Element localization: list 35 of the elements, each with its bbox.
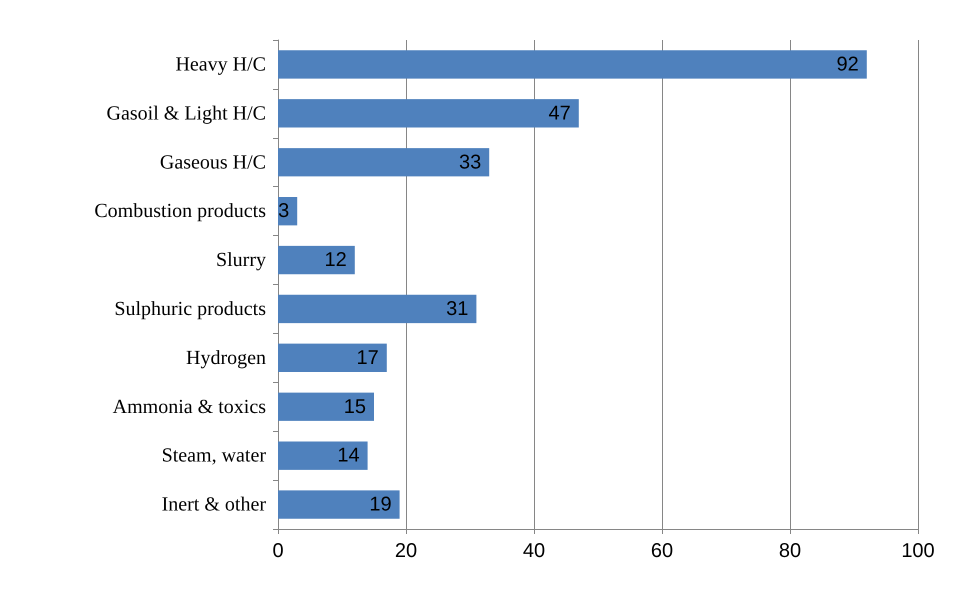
data-label: 31 [446,298,468,320]
data-label: 33 [458,151,482,174]
bar [278,99,579,128]
bar [278,490,400,519]
x-tick-label: 100 [901,540,935,562]
data-label: 17 [356,346,379,369]
y-tick-label: Combustion products [94,200,266,222]
x-tick-label: 20 [394,540,418,562]
y-tick-label: Steam, water [162,444,266,467]
x-tick-label: 60 [650,540,674,562]
bar [278,294,476,324]
bar [278,148,490,176]
data-label: 19 [369,494,392,516]
x-tick-label: 40 [522,540,546,562]
y-tick-label: Hydrogen [186,346,266,369]
y-tick-label: Ammonia & toxics [112,396,266,418]
y-tick-label: Inert & other [162,494,266,516]
x-tick-label: 80 [778,540,802,562]
x-tick-label: 0 [272,540,284,562]
bar [278,392,374,421]
data-label: 47 [548,102,571,124]
data-label: 92 [836,53,859,76]
y-tick-label: Slurry [216,249,266,272]
bar [278,246,355,274]
data-label: 12 [324,249,347,272]
bar [278,441,368,470]
y-tick-label: Gaseous H/C [160,151,266,174]
data-label: 15 [344,396,366,418]
y-tick-label: Sulphuric products [114,298,266,320]
bar [278,50,867,79]
bar [278,344,387,372]
y-tick-label: Gasoil & Light H/C [106,102,266,124]
data-label: 14 [337,444,360,467]
y-tick-label: Heavy H/C [175,53,266,76]
data-label: 3 [278,200,290,222]
